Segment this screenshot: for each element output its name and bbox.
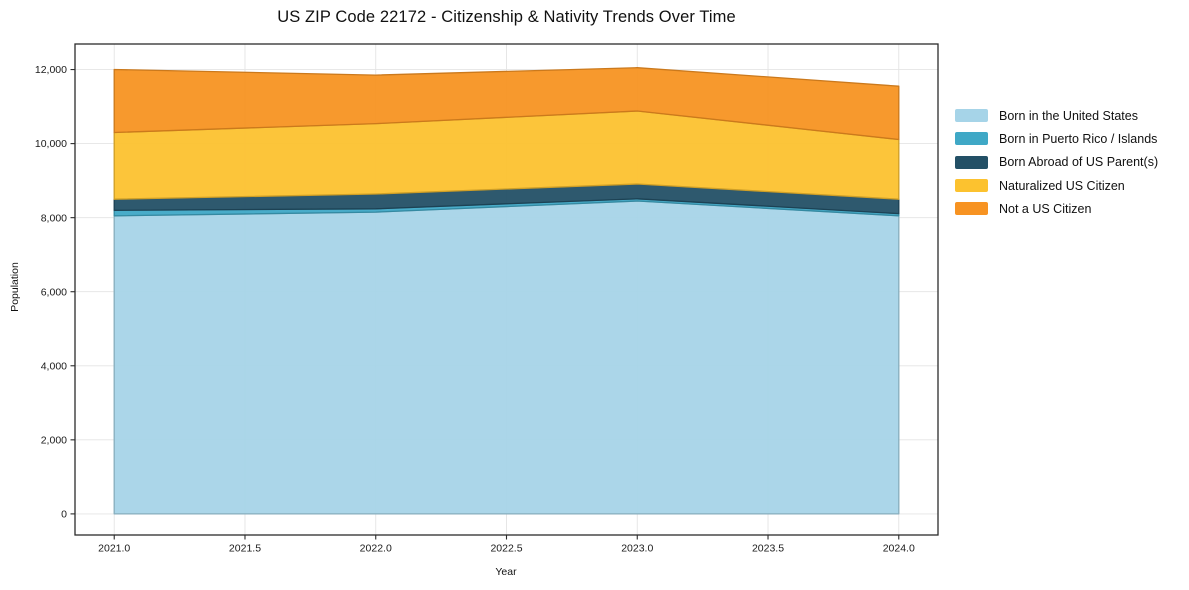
x-tick-label: 2022.5 xyxy=(490,543,522,555)
x-tick-label: 2022.0 xyxy=(360,543,392,555)
y-tick-label: 12,000 xyxy=(35,64,67,76)
legend-label: Born in the United States xyxy=(999,108,1138,123)
chart-title: US ZIP Code 22172 - Citizenship & Nativi… xyxy=(277,8,736,26)
legend-swatch-icon xyxy=(955,179,988,193)
area-born-in-the-united-states xyxy=(113,200,900,515)
legend-label: Not a US Citizen xyxy=(999,201,1092,216)
x-tick-label: 2021.0 xyxy=(98,543,130,555)
y-tick-label: 0 xyxy=(61,508,67,520)
y-axis-label: Population xyxy=(9,262,21,312)
legend-item-naturalized-us-citizen: Naturalized US Citizen xyxy=(955,174,1158,197)
legend-item-not-a-us-citizen: Not a US Citizen xyxy=(955,197,1158,220)
legend-item-born-abroad-of-us-parent-s: Born Abroad of US Parent(s) xyxy=(955,151,1158,174)
legend-label: Born Abroad of US Parent(s) xyxy=(999,155,1159,170)
legend-swatch-icon xyxy=(955,132,988,146)
x-axis-label: Year xyxy=(495,566,517,578)
legend-swatch-icon xyxy=(955,202,988,216)
y-tick-label: 8,000 xyxy=(41,212,67,224)
legend-swatch-icon xyxy=(955,109,988,123)
y-tick-label: 10,000 xyxy=(35,138,67,150)
legend-item-born-in-puerto-rico-islands: Born in Puerto Rico / Islands xyxy=(955,127,1158,150)
legend-item-born-in-the-united-states: Born in the United States xyxy=(955,104,1158,127)
y-tick-label: 2,000 xyxy=(41,434,67,446)
legend: Born in the United States Born in Puerto … xyxy=(955,104,1158,220)
legend-label: Naturalized US Citizen xyxy=(999,178,1125,193)
x-tick-label: 2021.5 xyxy=(229,543,261,555)
area-not-a-us-citizen xyxy=(113,67,900,141)
x-tick-label: 2024.0 xyxy=(883,543,915,555)
legend-label: Born in Puerto Rico / Islands xyxy=(999,131,1158,146)
x-tick-label: 2023.5 xyxy=(752,543,784,555)
y-tick-label: 4,000 xyxy=(41,360,67,372)
x-tick-label: 2023.0 xyxy=(621,543,653,555)
y-tick-label: 6,000 xyxy=(41,286,67,298)
legend-swatch-icon xyxy=(955,155,988,169)
